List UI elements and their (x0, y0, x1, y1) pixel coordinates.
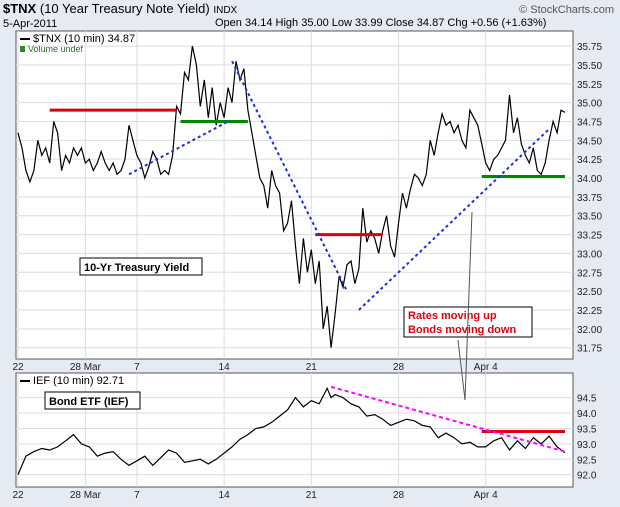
price-ytick-label: 33.25 (577, 231, 602, 242)
ohlc-summary: Open 34.14 High 35.00 Low 33.99 Close 34… (215, 17, 547, 29)
ief-ytick-label: 92.0 (577, 471, 597, 482)
price-ytick-label: 34.50 (577, 136, 602, 147)
ief-series-line (17, 386, 566, 475)
price-xtick-label: 14 (219, 362, 231, 373)
price-plot-area (15, 30, 574, 360)
trendline (128, 120, 229, 176)
ief-xtick-label: Apr 4 (474, 490, 498, 501)
price-ytick-label: 34.25 (577, 155, 602, 166)
ief-trendline (330, 385, 566, 453)
price-ytick-label: 34.00 (577, 174, 602, 185)
price-xtick-label: 28 Mar (70, 362, 102, 373)
exchange: INDX (213, 5, 238, 16)
price-ytick-label: 32.75 (577, 268, 602, 279)
price-xtick-label: 22 (12, 362, 24, 373)
annotation-connector (464, 211, 473, 401)
ief-xtick-label: 7 (134, 490, 140, 501)
price-series-line (17, 45, 566, 348)
price-xtick-label: 28 (393, 362, 405, 373)
ief-xtick-label: 14 (219, 490, 231, 501)
ief-xtick-label: 22 (12, 490, 24, 501)
legend-volume-swatch (20, 46, 25, 52)
price-xtick-label: Apr 4 (474, 362, 498, 373)
ief-label-box (44, 391, 141, 410)
price-ytick-label: 34.75 (577, 117, 602, 128)
ief-ytick-label: 92.5 (577, 455, 597, 466)
ief-xtick-label: 28 (393, 490, 405, 501)
price-xtick-label: 21 (306, 362, 318, 373)
ief-legend: IEF (10 min) 92.71 (33, 375, 124, 387)
ief-ytick-label: 94.5 (577, 394, 597, 405)
price-ytick-label: 32.25 (577, 306, 602, 317)
credit-text: © StockCharts.com (519, 4, 614, 16)
price-ytick-label: 33.75 (577, 193, 602, 204)
ief-ytick-label: 93.5 (577, 424, 597, 435)
annotation-connector (457, 339, 466, 401)
annotation-rates: Rates moving up (408, 310, 497, 322)
legend-volume: Volume undef (28, 44, 84, 54)
price-ytick-label: 35.25 (577, 80, 602, 91)
annotation-bonds: Bonds moving down (408, 324, 516, 336)
chart-date: 5-Apr-2011 (3, 18, 58, 30)
trendline (231, 60, 348, 292)
chart-title: $TNX (10 Year Treasury Note Yield) INDX (3, 1, 237, 16)
symbol: $TNX (3, 1, 37, 16)
ief-ytick-label: 93.0 (577, 440, 597, 451)
price-ytick-label: 32.50 (577, 287, 602, 298)
price-ytick-label: 35.75 (577, 42, 602, 53)
price-ytick-label: 32.00 (577, 325, 602, 336)
price-ytick-label: 31.75 (577, 344, 602, 355)
price-ytick-label: 35.00 (577, 99, 602, 110)
label-box (79, 257, 203, 276)
ief-label: Bond ETF (IEF) (49, 396, 129, 408)
price-ytick-label: 33.50 (577, 212, 602, 223)
ief-ytick-label: 94.0 (577, 409, 597, 420)
price-ytick-label: 33.00 (577, 249, 602, 260)
price-ytick-label: 35.50 (577, 61, 602, 72)
price-xtick-label: 7 (134, 362, 140, 373)
ief-xtick-label: 28 Mar (70, 490, 102, 501)
trendline (358, 128, 550, 311)
legend-price: $TNX (10 min) 34.87 (33, 33, 135, 45)
ief-xtick-label: 21 (306, 490, 318, 501)
label-treasury-yield: 10-Yr Treasury Yield (84, 262, 189, 274)
symbol-description: (10 Year Treasury Note Yield) (39, 1, 210, 16)
